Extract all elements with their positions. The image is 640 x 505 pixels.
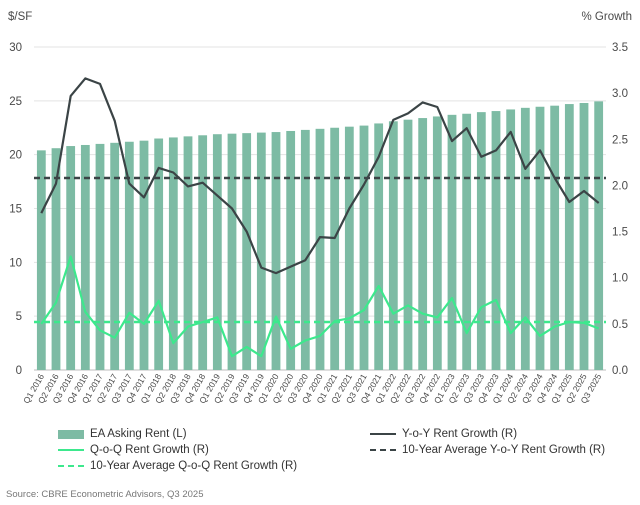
legend-item-asking-rent: EA Asking Rent (L) — [58, 428, 187, 440]
bar — [139, 140, 149, 370]
right-axis-ticks: 0.0 0.5 1.0 1.5 2.0 2.5 3.0 3.5 — [612, 42, 628, 377]
bar — [300, 129, 310, 370]
bar — [242, 133, 252, 370]
left-tick-label: 30 — [9, 42, 22, 54]
bar — [403, 119, 413, 370]
bar — [330, 127, 340, 370]
bar — [154, 138, 164, 370]
bar — [594, 101, 604, 370]
bar — [80, 144, 90, 370]
right-tick-label: 0.0 — [612, 365, 628, 377]
legend-item-qoq: Q-o-Q Rent Growth (R) — [58, 444, 209, 456]
legend-swatch — [370, 433, 396, 435]
left-axis-title: $/SF — [8, 11, 32, 23]
bar — [36, 150, 46, 370]
right-tick-label: 3.5 — [612, 42, 628, 54]
bar — [359, 125, 369, 370]
bar — [124, 141, 134, 370]
line-series — [34, 77, 606, 358]
bar — [374, 123, 384, 371]
bar — [256, 132, 266, 370]
bar — [535, 106, 545, 370]
legend-swatch — [370, 449, 396, 451]
bar — [110, 142, 120, 370]
left-tick-label: 25 — [9, 96, 22, 108]
left-tick-label: 5 — [16, 311, 22, 323]
bar — [388, 121, 398, 370]
right-tick-label: 3.0 — [612, 88, 628, 100]
right-tick-label: 0.5 — [612, 319, 628, 331]
chart: $/SF % Growth 0 5 10 15 20 25 30 0.0 0.5 1.0 1.5 2… — [8, 11, 633, 405]
bar — [491, 111, 501, 370]
legend-item-yoy: Y-o-Y Rent Growth (R) — [370, 428, 517, 440]
bar — [579, 102, 589, 370]
bar — [198, 135, 208, 370]
bar — [315, 128, 325, 370]
left-tick-label: 15 — [9, 204, 22, 216]
bar — [51, 148, 61, 370]
right-axis-title: % Growth — [582, 11, 633, 23]
legend-item-yoy-avg: 10-Year Average Y-o-Y Rent Growth (R) — [370, 444, 605, 456]
left-tick-label: 10 — [9, 257, 22, 269]
bar — [271, 132, 281, 370]
bar — [183, 136, 193, 370]
bar — [227, 133, 237, 370]
bar — [550, 105, 560, 370]
legend-swatch — [58, 429, 84, 439]
legend-label: EA Asking Rent (L) — [90, 428, 187, 440]
left-axis-ticks: 0 5 10 15 20 25 30 — [9, 42, 22, 377]
bar — [212, 134, 222, 370]
legend-swatch — [58, 465, 84, 467]
source-note: Source: CBRE Econometric Advisors, Q3 20… — [6, 489, 204, 500]
bar — [344, 126, 354, 370]
bar — [432, 116, 442, 370]
bar — [447, 114, 457, 370]
legend-label: Q-o-Q Rent Growth (R) — [90, 444, 209, 456]
series-line — [40, 77, 600, 275]
legend-swatch — [58, 449, 84, 451]
series-line — [40, 255, 600, 358]
legend-item-qoq-avg: 10-Year Average Q-o-Q Rent Growth (R) — [58, 460, 297, 472]
bar — [476, 112, 486, 370]
bar — [286, 130, 296, 370]
bar — [520, 107, 530, 370]
bar — [95, 143, 105, 370]
legend-label: 10-Year Average Q-o-Q Rent Growth (R) — [90, 460, 298, 472]
bar — [506, 109, 516, 371]
bar-series — [36, 101, 604, 371]
bar — [418, 118, 428, 370]
bar — [564, 104, 574, 371]
left-tick-label: 20 — [9, 150, 22, 162]
left-tick-label: 0 — [16, 365, 22, 377]
bar — [168, 137, 178, 370]
right-tick-label: 1.0 — [612, 273, 628, 285]
bar — [462, 113, 472, 371]
right-tick-label: 1.5 — [612, 227, 628, 239]
legend-label: Y-o-Y Rent Growth (R) — [402, 428, 518, 440]
right-tick-label: 2.0 — [612, 180, 628, 192]
right-tick-label: 2.5 — [612, 134, 628, 146]
legend-label: 10-Year Average Y-o-Y Rent Growth (R) — [402, 444, 606, 456]
